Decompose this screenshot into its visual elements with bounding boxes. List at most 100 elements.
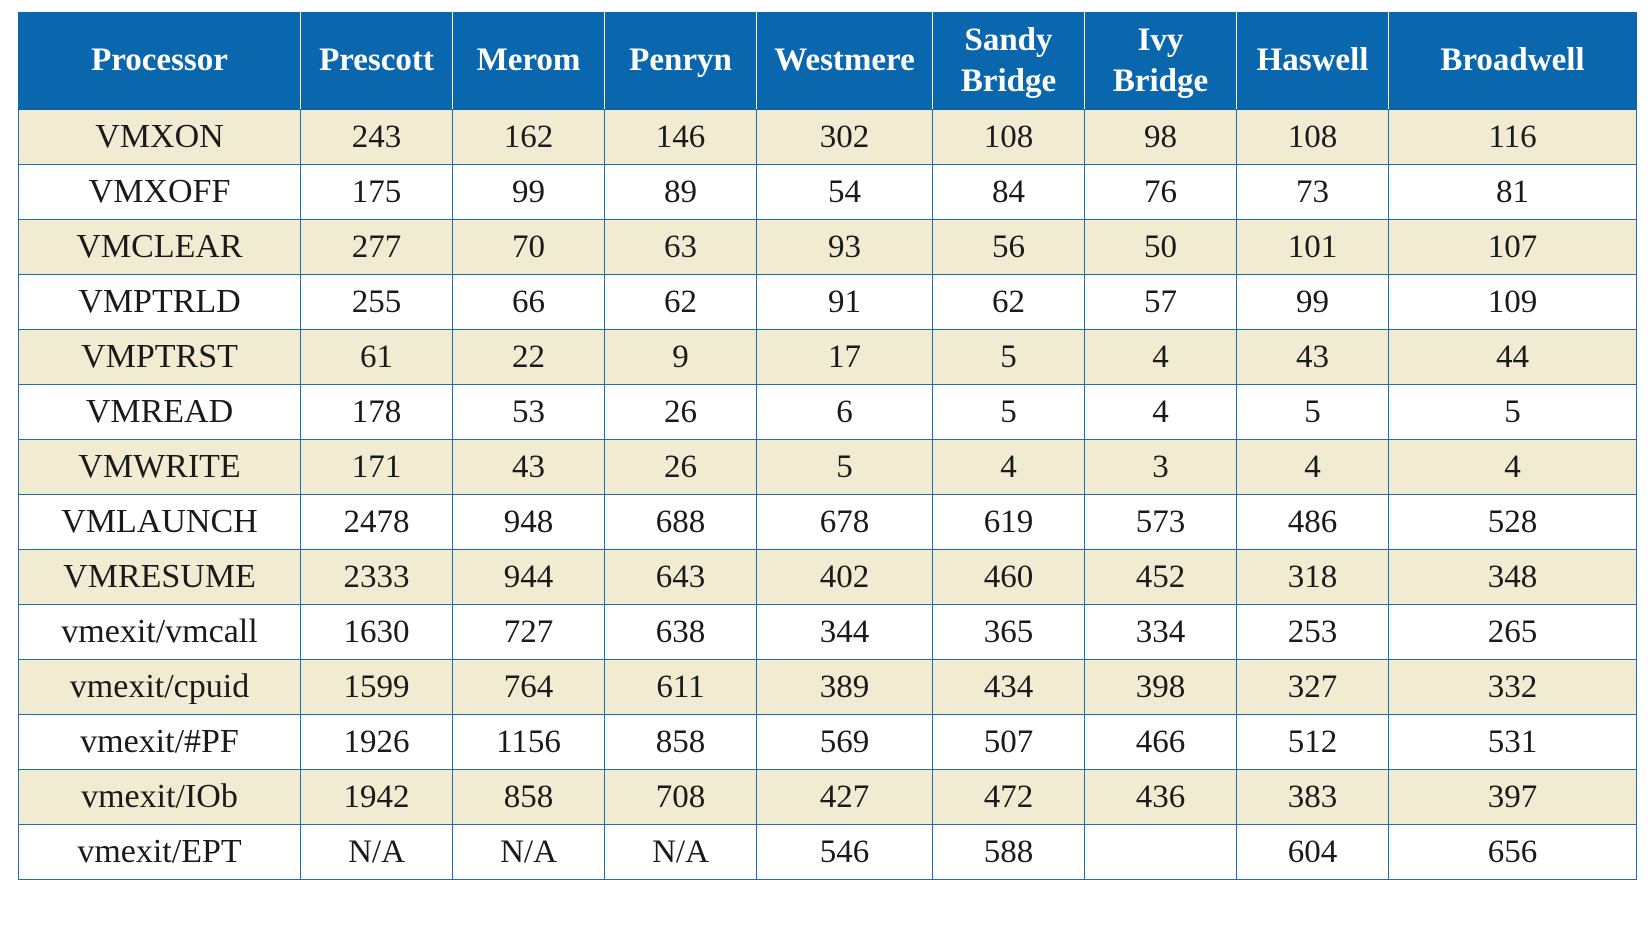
cell-ivy-bridge: 452	[1084, 549, 1237, 605]
cell-broadwell: 397	[1388, 769, 1637, 825]
cell-merom: 99	[452, 164, 605, 220]
cell-penryn: 89	[604, 164, 757, 220]
cell-westmere: 6	[756, 384, 933, 440]
cell-prescott: 255	[300, 274, 453, 330]
cell-penryn: 63	[604, 219, 757, 275]
cell-broadwell: 531	[1388, 714, 1637, 770]
cell-ivy-bridge: 436	[1084, 769, 1237, 825]
cell-ivy-bridge: 398	[1084, 659, 1237, 715]
cell-instruction: VMCLEAR	[18, 219, 301, 275]
cell-westmere: 5	[756, 439, 933, 495]
cell-sandy-bridge: 62	[932, 274, 1085, 330]
cell-instruction: vmexit/EPT	[18, 824, 301, 880]
cell-prescott: 2333	[300, 549, 453, 605]
header-processor: Processor	[18, 12, 301, 110]
cell-instruction: VMREAD	[18, 384, 301, 440]
cell-haswell: 318	[1236, 549, 1389, 605]
cell-sandy-bridge: 5	[932, 384, 1085, 440]
cell-haswell: 73	[1236, 164, 1389, 220]
cell-westmere: 569	[756, 714, 933, 770]
cell-instruction: VMPTRLD	[18, 274, 301, 330]
cell-haswell: 512	[1236, 714, 1389, 770]
cell-penryn: 638	[604, 604, 757, 660]
table-header: Processor Prescott Merom Penryn Westmere…	[18, 12, 1637, 110]
cell-penryn: 611	[604, 659, 757, 715]
cell-westmere: 678	[756, 494, 933, 550]
table-row: vmexit/EPT N/A N/A N/A 546 588 604 656	[18, 824, 1637, 880]
vmx-latency-table: Processor Prescott Merom Penryn Westmere…	[18, 12, 1637, 880]
cell-sandy-bridge: 619	[932, 494, 1085, 550]
table-row: VMXON 243 162 146 302 108 98 108 116	[18, 109, 1637, 165]
cell-merom: 948	[452, 494, 605, 550]
cell-haswell: 486	[1236, 494, 1389, 550]
cell-sandy-bridge: 507	[932, 714, 1085, 770]
cell-broadwell: 44	[1388, 329, 1637, 385]
table-row: VMXOFF 175 99 89 54 84 76 73 81	[18, 164, 1637, 220]
cell-ivy-bridge: 573	[1084, 494, 1237, 550]
cell-ivy-bridge: 4	[1084, 384, 1237, 440]
cell-penryn: 708	[604, 769, 757, 825]
cell-sandy-bridge: 365	[932, 604, 1085, 660]
cell-merom: 727	[452, 604, 605, 660]
cell-penryn: 688	[604, 494, 757, 550]
table-body: VMXON 243 162 146 302 108 98 108 116 VMXOFF 175 99 8…	[18, 109, 1637, 880]
cell-penryn: 9	[604, 329, 757, 385]
cell-merom: 70	[452, 219, 605, 275]
cell-broadwell: 116	[1388, 109, 1637, 165]
cell-prescott: 61	[300, 329, 453, 385]
cell-sandy-bridge: 84	[932, 164, 1085, 220]
header-westmere: Westmere	[756, 12, 933, 110]
cell-haswell: 327	[1236, 659, 1389, 715]
cell-penryn: 643	[604, 549, 757, 605]
cell-penryn: 26	[604, 384, 757, 440]
cell-prescott: 2478	[300, 494, 453, 550]
cell-westmere: 93	[756, 219, 933, 275]
table-row: vmexit/cpuid 1599 764 611 389 434 398 327 332	[18, 659, 1637, 715]
cell-sandy-bridge: 472	[932, 769, 1085, 825]
cell-broadwell: 4	[1388, 439, 1637, 495]
cell-westmere: 17	[756, 329, 933, 385]
cell-haswell: 43	[1236, 329, 1389, 385]
cell-merom: 944	[452, 549, 605, 605]
cell-haswell: 99	[1236, 274, 1389, 330]
header-haswell: Haswell	[1236, 12, 1389, 110]
table-row: VMWRITE 171 43 26 5 4 3 4 4	[18, 439, 1637, 495]
cell-merom: 858	[452, 769, 605, 825]
table-row: vmexit/vmcall 1630 727 638 344 365 334 253 265	[18, 604, 1637, 660]
cell-instruction: VMPTRST	[18, 329, 301, 385]
cell-prescott: 1926	[300, 714, 453, 770]
cell-prescott: 175	[300, 164, 453, 220]
cell-merom: 53	[452, 384, 605, 440]
cell-haswell: 604	[1236, 824, 1389, 880]
cell-merom: 1156	[452, 714, 605, 770]
cell-sandy-bridge: 56	[932, 219, 1085, 275]
cell-ivy-bridge: 466	[1084, 714, 1237, 770]
table-row: VMPTRST 61 22 9 17 5 4 43 44	[18, 329, 1637, 385]
cell-penryn: 26	[604, 439, 757, 495]
cell-merom: 43	[452, 439, 605, 495]
cell-prescott: 1599	[300, 659, 453, 715]
cell-haswell: 4	[1236, 439, 1389, 495]
cell-westmere: 91	[756, 274, 933, 330]
cell-prescott: 171	[300, 439, 453, 495]
cell-merom: 162	[452, 109, 605, 165]
cell-ivy-bridge: 50	[1084, 219, 1237, 275]
cell-ivy-bridge: 3	[1084, 439, 1237, 495]
cell-haswell: 101	[1236, 219, 1389, 275]
header-broadwell: Broadwell	[1388, 12, 1637, 110]
cell-westmere: 546	[756, 824, 933, 880]
cell-westmere: 427	[756, 769, 933, 825]
cell-merom: 66	[452, 274, 605, 330]
cell-ivy-bridge: 98	[1084, 109, 1237, 165]
table-row: VMPTRLD 255 66 62 91 62 57 99 109	[18, 274, 1637, 330]
cell-broadwell: 656	[1388, 824, 1637, 880]
cell-ivy-bridge	[1084, 824, 1237, 880]
cell-sandy-bridge: 108	[932, 109, 1085, 165]
cell-instruction: VMXON	[18, 109, 301, 165]
cell-westmere: 344	[756, 604, 933, 660]
table-row: vmexit/#PF 1926 1156 858 569 507 466 512 531	[18, 714, 1637, 770]
header-row: Processor Prescott Merom Penryn Westmere…	[18, 12, 1637, 110]
cell-haswell: 383	[1236, 769, 1389, 825]
header-penryn: Penryn	[604, 12, 757, 110]
cell-merom: 764	[452, 659, 605, 715]
